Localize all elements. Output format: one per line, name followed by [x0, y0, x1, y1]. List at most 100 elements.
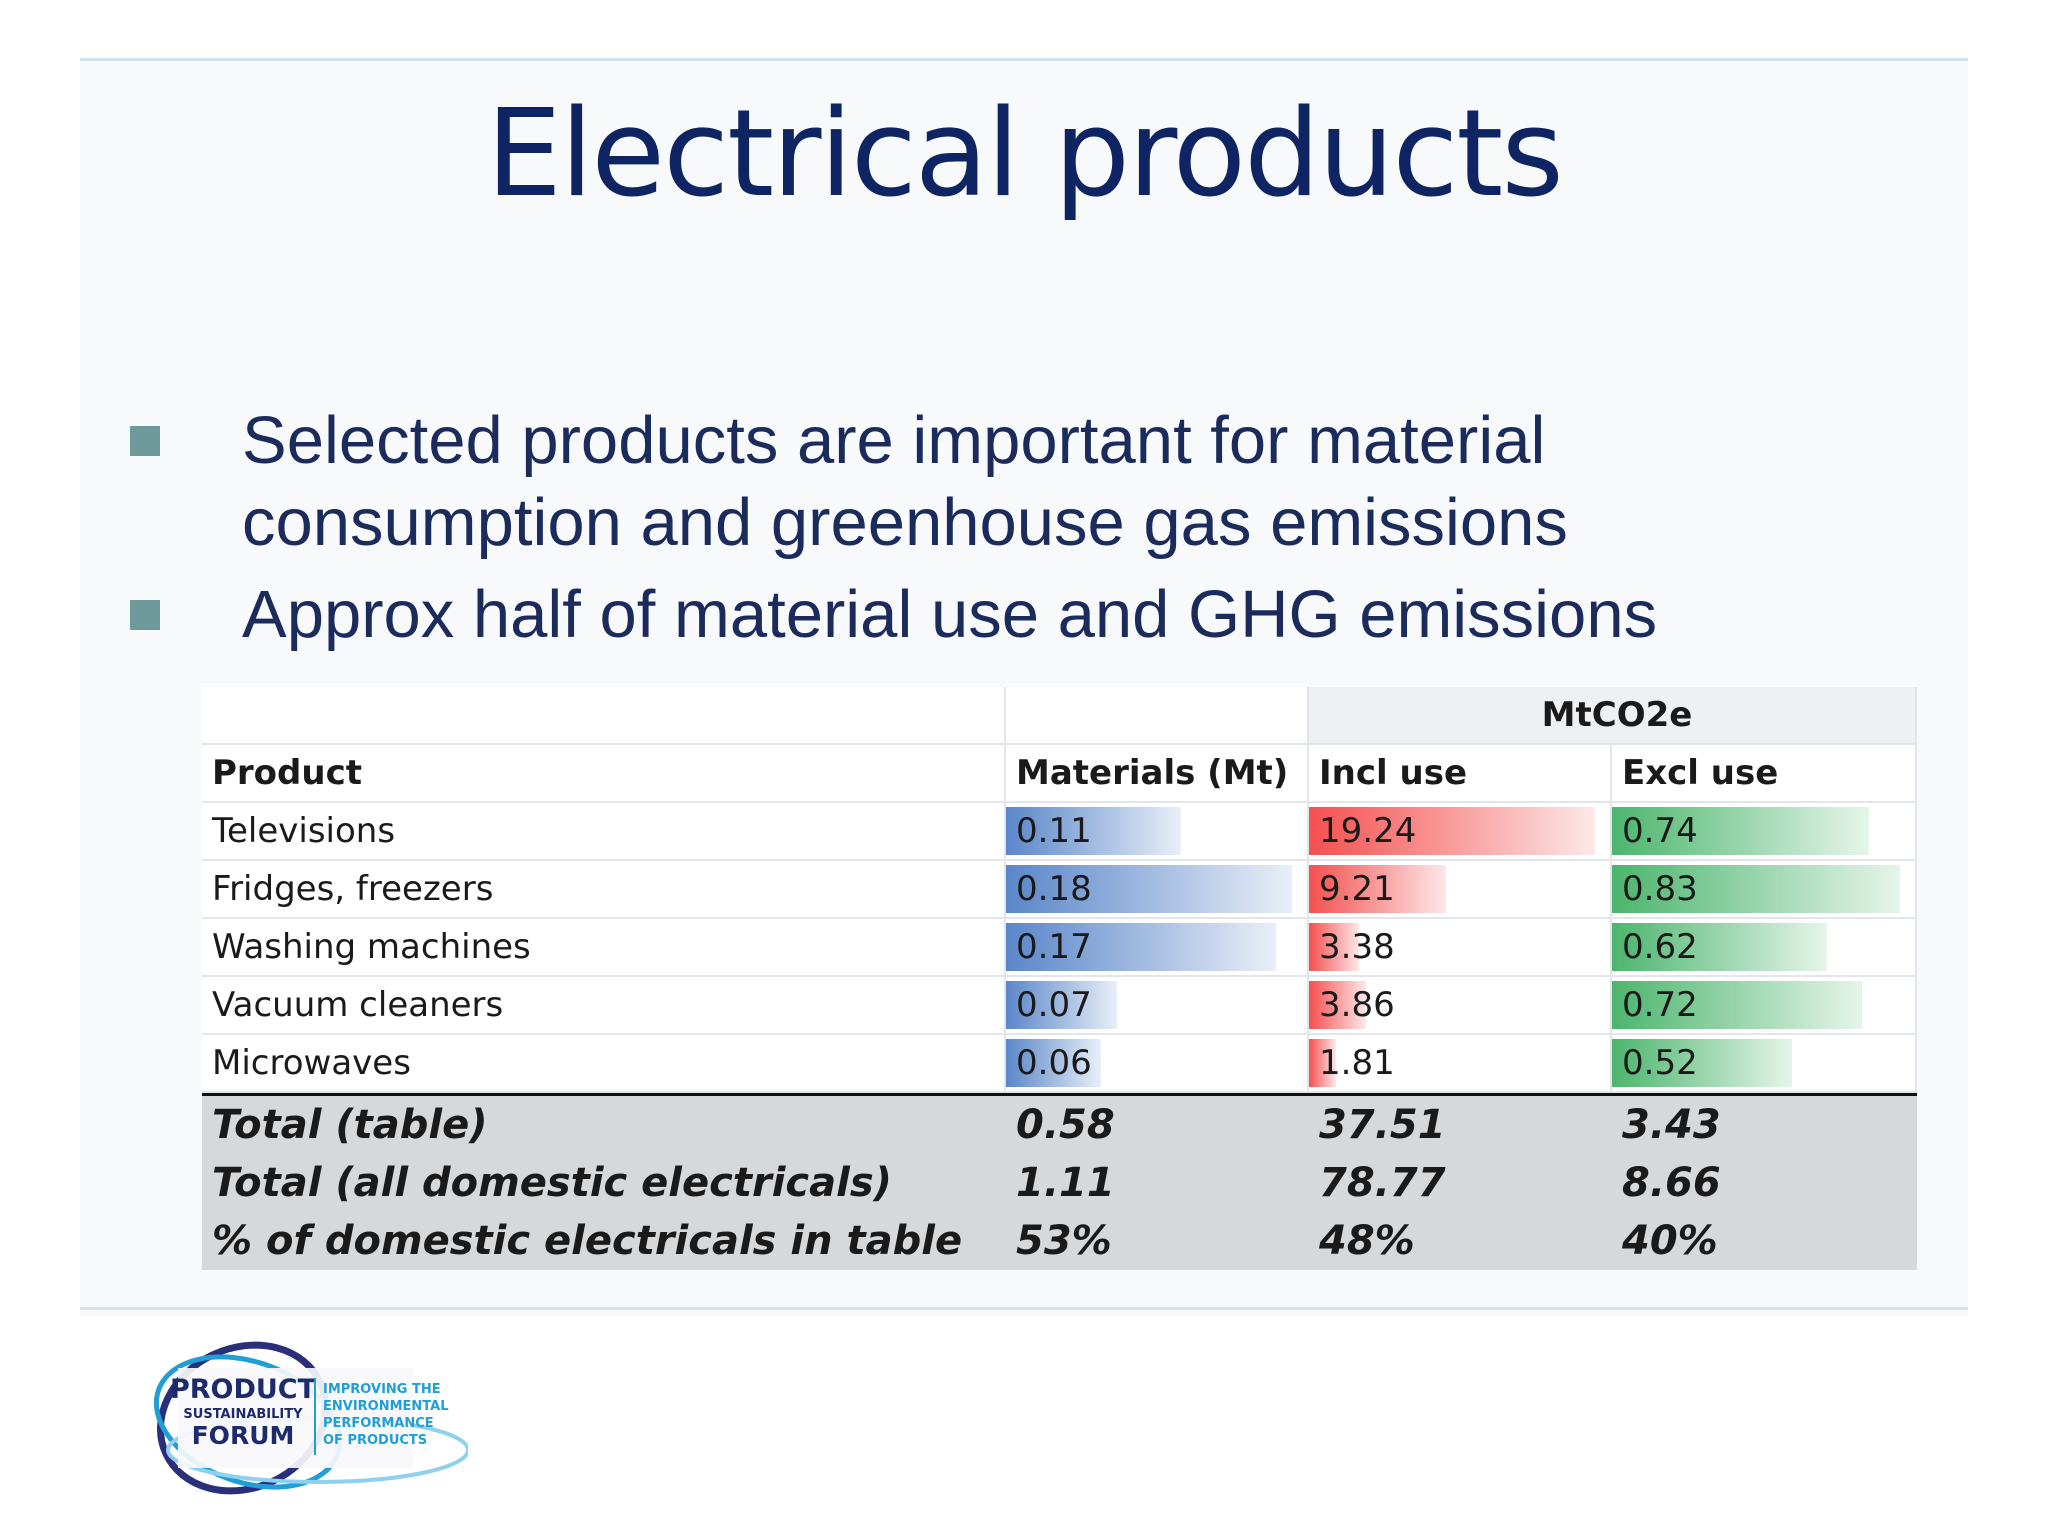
- total-excl-use: 3.43: [1622, 1102, 1721, 1148]
- excl-data-bar: [1612, 981, 1862, 1029]
- incl-data-bar: [1309, 923, 1360, 971]
- bottom-divider: [80, 1307, 1968, 1310]
- total-materials: 1.11: [1016, 1160, 1115, 1206]
- product-cell: Microwaves: [202, 1035, 1006, 1093]
- excl-value: 0.62: [1622, 927, 1698, 967]
- incl-data-bar: [1309, 807, 1595, 855]
- total-label: Total (all domestic electricals): [212, 1160, 892, 1206]
- logo-line3: FORUM: [192, 1421, 295, 1450]
- bullet-text: Selected products are important for mate…: [242, 403, 1568, 560]
- table-header-row: Product Materials (Mt) Incl use Excl use: [202, 745, 1917, 803]
- excl-data-bar: [1612, 923, 1828, 971]
- empty-header-cell: [1006, 687, 1309, 745]
- total-row: Total (all domestic electricals) 1.11 78.7…: [202, 1154, 1917, 1212]
- materials-cell: 0.17: [1006, 919, 1309, 977]
- total-label: Total (table): [212, 1102, 488, 1148]
- incl-value: 1.81: [1319, 1043, 1395, 1083]
- total-materials: 53%: [1016, 1218, 1112, 1264]
- table-totals: Total (table) 0.58 37.51 3.43 Total (all dom…: [202, 1093, 1917, 1270]
- column-header-incl-use: Incl use: [1309, 745, 1612, 803]
- logo-tag4: OF PRODUCTS: [323, 1433, 427, 1448]
- materials-value: 0.06: [1016, 1043, 1092, 1083]
- product-cell: Washing machines: [202, 919, 1006, 977]
- product-cell: Vacuum cleaners: [202, 977, 1006, 1035]
- materials-value: 0.07: [1016, 985, 1092, 1025]
- materials-value: 0.18: [1016, 869, 1092, 909]
- excl-value: 0.52: [1622, 1043, 1698, 1083]
- slide-title: Electrical products: [486, 85, 1564, 224]
- top-divider: [80, 58, 1968, 61]
- product-cell: Televisions: [202, 803, 1006, 861]
- total-incl-use: 48%: [1319, 1218, 1415, 1264]
- bullet-square-icon: [130, 426, 160, 456]
- bullet-text: Approx half of material use and GHG emis…: [242, 577, 1658, 652]
- materials-data-bar: [1006, 923, 1277, 971]
- table-group-header-row: MtCO2e: [202, 687, 1917, 745]
- incl-value: 9.21: [1319, 869, 1395, 909]
- materials-cell: 0.07: [1006, 977, 1309, 1035]
- total-row: Total (table) 0.58 37.51 3.43: [202, 1096, 1917, 1154]
- incl-value: 3.86: [1319, 985, 1395, 1025]
- product-sustainability-forum-logo: PRODUCT SUSTAINABILITY FORUM IMPROVING T…: [153, 1341, 468, 1495]
- materials-data-bar: [1006, 865, 1292, 913]
- empty-header-cell: [202, 687, 1006, 745]
- logo-tag1: IMPROVING THE: [323, 1382, 441, 1397]
- incl-value: 19.24: [1319, 811, 1417, 851]
- materials-cell: 0.18: [1006, 861, 1309, 919]
- excl-cell: 0.52: [1612, 1035, 1917, 1093]
- materials-cell: 0.11: [1006, 803, 1309, 861]
- emissions-table: MtCO2e Product Materials (Mt) Incl use E…: [202, 687, 1917, 1270]
- column-header-product: Product: [202, 745, 1006, 803]
- total-excl-use: 40%: [1622, 1218, 1718, 1264]
- excl-value: 0.74: [1622, 811, 1698, 851]
- incl-cell: 19.24: [1309, 803, 1612, 861]
- mtco2e-group-header: MtCO2e: [1309, 687, 1917, 745]
- logo-line2: SUSTAINABILITY: [183, 1407, 303, 1422]
- bullet-item: Selected products are important for mate…: [130, 400, 1830, 564]
- table-body: Televisions 0.11 19.24 0.74 Fridges, freezer…: [202, 803, 1917, 1093]
- materials-data-bar: [1006, 807, 1181, 855]
- product-cell: Fridges, freezers: [202, 861, 1006, 919]
- total-label: % of domestic electricals in table: [212, 1218, 963, 1264]
- table-row: Fridges, freezers 0.18 9.21 0.83: [202, 861, 1917, 919]
- materials-data-bar: [1006, 981, 1118, 1029]
- incl-data-bar: [1309, 1039, 1336, 1087]
- materials-value: 0.17: [1016, 927, 1092, 967]
- materials-data-bar: [1006, 1039, 1102, 1087]
- incl-value: 3.38: [1319, 927, 1395, 967]
- table-row: Vacuum cleaners 0.07 3.86 0.72: [202, 977, 1917, 1035]
- excl-data-bar: [1612, 807, 1869, 855]
- materials-cell: 0.06: [1006, 1035, 1309, 1093]
- excl-data-bar: [1612, 865, 1900, 913]
- bullet-list: Selected products are important for mate…: [130, 400, 1830, 666]
- excl-value: 0.72: [1622, 985, 1698, 1025]
- total-incl-use: 37.51: [1319, 1102, 1446, 1148]
- column-header-excl-use: Excl use: [1612, 745, 1917, 803]
- materials-value: 0.11: [1016, 811, 1092, 851]
- incl-cell: 1.81: [1309, 1035, 1612, 1093]
- excl-cell: 0.62: [1612, 919, 1917, 977]
- table-row: Microwaves 0.06 1.81 0.52: [202, 1035, 1917, 1093]
- table-row: Televisions 0.11 19.24 0.74: [202, 803, 1917, 861]
- total-incl-use: 78.77: [1319, 1160, 1446, 1206]
- bullet-item: Approx half of material use and GHG emis…: [130, 574, 1830, 656]
- incl-data-bar: [1309, 865, 1446, 913]
- total-row: % of domestic electricals in table 53% 48%…: [202, 1212, 1917, 1270]
- table-row: Washing machines 0.17 3.38 0.62: [202, 919, 1917, 977]
- incl-data-bar: [1309, 981, 1367, 1029]
- logo-line1: PRODUCT: [170, 1374, 317, 1405]
- logo-tag3: PERFORMANCE: [323, 1416, 434, 1431]
- excl-cell: 0.72: [1612, 977, 1917, 1035]
- logo-tag2: ENVIRONMENTAL: [323, 1399, 449, 1414]
- total-materials: 0.58: [1016, 1102, 1115, 1148]
- incl-cell: 9.21: [1309, 861, 1612, 919]
- column-header-materials: Materials (Mt): [1006, 745, 1309, 803]
- incl-cell: 3.86: [1309, 977, 1612, 1035]
- excl-value: 0.83: [1622, 869, 1698, 909]
- bullet-square-icon: [130, 600, 160, 630]
- total-excl-use: 8.66: [1622, 1160, 1721, 1206]
- excl-cell: 0.74: [1612, 803, 1917, 861]
- excl-data-bar: [1612, 1039, 1793, 1087]
- incl-cell: 3.38: [1309, 919, 1612, 977]
- excl-cell: 0.83: [1612, 861, 1917, 919]
